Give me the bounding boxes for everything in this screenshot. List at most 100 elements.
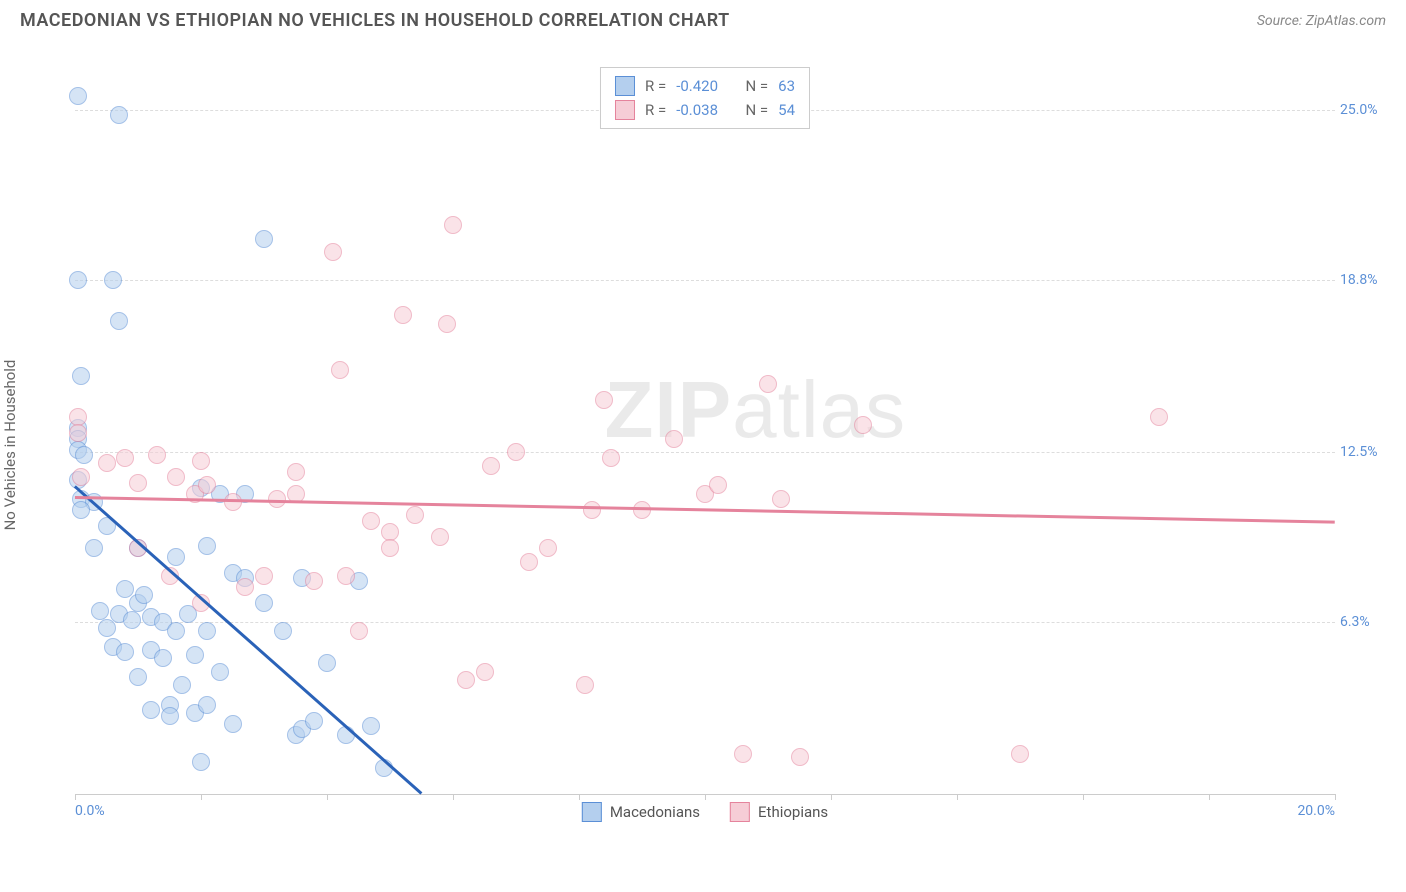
scatter-point [287, 463, 305, 481]
scatter-point [198, 622, 216, 640]
scatter-point [709, 476, 727, 494]
scatter-point [72, 468, 90, 486]
scatter-point [198, 537, 216, 555]
x-tick-label: 0.0% [75, 803, 105, 819]
x-tick-mark [831, 794, 832, 800]
scatter-point [583, 501, 601, 519]
scatter-point [135, 586, 153, 604]
scatter-point [236, 578, 254, 596]
scatter-point [305, 572, 323, 590]
x-tick-label: 20.0% [1297, 803, 1335, 819]
scatter-point [72, 367, 90, 385]
watermark: ZIPatlas [605, 364, 906, 456]
scatter-point [324, 243, 342, 261]
x-tick-mark [705, 794, 706, 800]
scatter-point [129, 474, 147, 492]
scatter-point [507, 443, 525, 461]
scatter-point [394, 306, 412, 324]
n-value-series1: 63 [778, 77, 795, 95]
scatter-point [192, 452, 210, 470]
legend-label-series2: Ethiopians [758, 803, 828, 821]
scatter-point [148, 446, 166, 464]
x-tick-mark [1335, 794, 1336, 800]
gridline [75, 452, 1335, 453]
y-tick-label: 18.8% [1340, 272, 1390, 288]
scatter-point [198, 476, 216, 494]
scatter-point [274, 622, 292, 640]
x-tick-mark [957, 794, 958, 800]
scatter-point [142, 701, 160, 719]
scatter-point [173, 676, 191, 694]
trend-line [74, 486, 422, 795]
scatter-point [772, 490, 790, 508]
plot-area: ZIPatlas R = -0.420 N = 63 R = -0.038 N … [75, 55, 1335, 795]
scatter-point [602, 449, 620, 467]
scatter-point [116, 449, 134, 467]
stats-swatch-series2 [615, 100, 635, 120]
chart-header: MACEDONIAN VS ETHIOPIAN NO VEHICLES IN H… [0, 0, 1406, 36]
scatter-point [91, 602, 109, 620]
x-tick-mark [579, 794, 580, 800]
stats-swatch-series1 [615, 76, 635, 96]
scatter-point [318, 654, 336, 672]
y-tick-label: 6.3% [1340, 614, 1390, 630]
scatter-point [337, 567, 355, 585]
scatter-point [69, 424, 87, 442]
scatter-point [98, 454, 116, 472]
y-axis-label: No Vehicles in Household [1, 360, 19, 531]
scatter-point [381, 523, 399, 541]
legend-item-series1: Macedonians [582, 802, 700, 822]
gridline [75, 280, 1335, 281]
scatter-point [186, 646, 204, 664]
scatter-point [362, 512, 380, 530]
scatter-point [110, 106, 128, 124]
scatter-point [444, 216, 462, 234]
correlation-stats-box: R = -0.420 N = 63 R = -0.038 N = 54 [600, 67, 810, 129]
stats-row-series1: R = -0.420 N = 63 [615, 74, 795, 98]
scatter-point [129, 668, 147, 686]
scatter-point [154, 649, 172, 667]
scatter-point [1150, 408, 1168, 426]
legend-swatch-series1 [582, 802, 602, 822]
r-value-series2: -0.038 [676, 101, 718, 119]
scatter-point [72, 501, 90, 519]
chart-container: No Vehicles in Household ZIPatlas R = -0… [20, 45, 1386, 845]
x-tick-mark [453, 794, 454, 800]
scatter-point [633, 501, 651, 519]
scatter-point [167, 622, 185, 640]
scatter-point [85, 539, 103, 557]
scatter-point [224, 715, 242, 733]
y-tick-label: 25.0% [1340, 102, 1390, 118]
scatter-point [457, 671, 475, 689]
scatter-point [161, 707, 179, 725]
scatter-point [476, 663, 494, 681]
scatter-point [110, 312, 128, 330]
x-tick-mark [327, 794, 328, 800]
scatter-point [224, 493, 242, 511]
scatter-point [1011, 745, 1029, 763]
scatter-point [759, 375, 777, 393]
scatter-point [75, 446, 93, 464]
scatter-point [595, 391, 613, 409]
scatter-point [167, 468, 185, 486]
scatter-point [438, 315, 456, 333]
scatter-point [69, 87, 87, 105]
scatter-point [431, 528, 449, 546]
scatter-point [167, 548, 185, 566]
scatter-point [734, 745, 752, 763]
scatter-point [98, 619, 116, 637]
source-link[interactable]: ZipAtlas.com [1306, 13, 1386, 29]
scatter-point [665, 430, 683, 448]
y-tick-label: 12.5% [1340, 444, 1390, 460]
scatter-point [255, 230, 273, 248]
x-tick-mark [1209, 794, 1210, 800]
scatter-point [211, 663, 229, 681]
scatter-point [255, 567, 273, 585]
scatter-point [69, 408, 87, 426]
gridline [75, 622, 1335, 623]
n-value-series2: 54 [778, 101, 795, 119]
scatter-point [406, 506, 424, 524]
scatter-point [69, 271, 87, 289]
scatter-point [791, 748, 809, 766]
scatter-point [305, 712, 323, 730]
